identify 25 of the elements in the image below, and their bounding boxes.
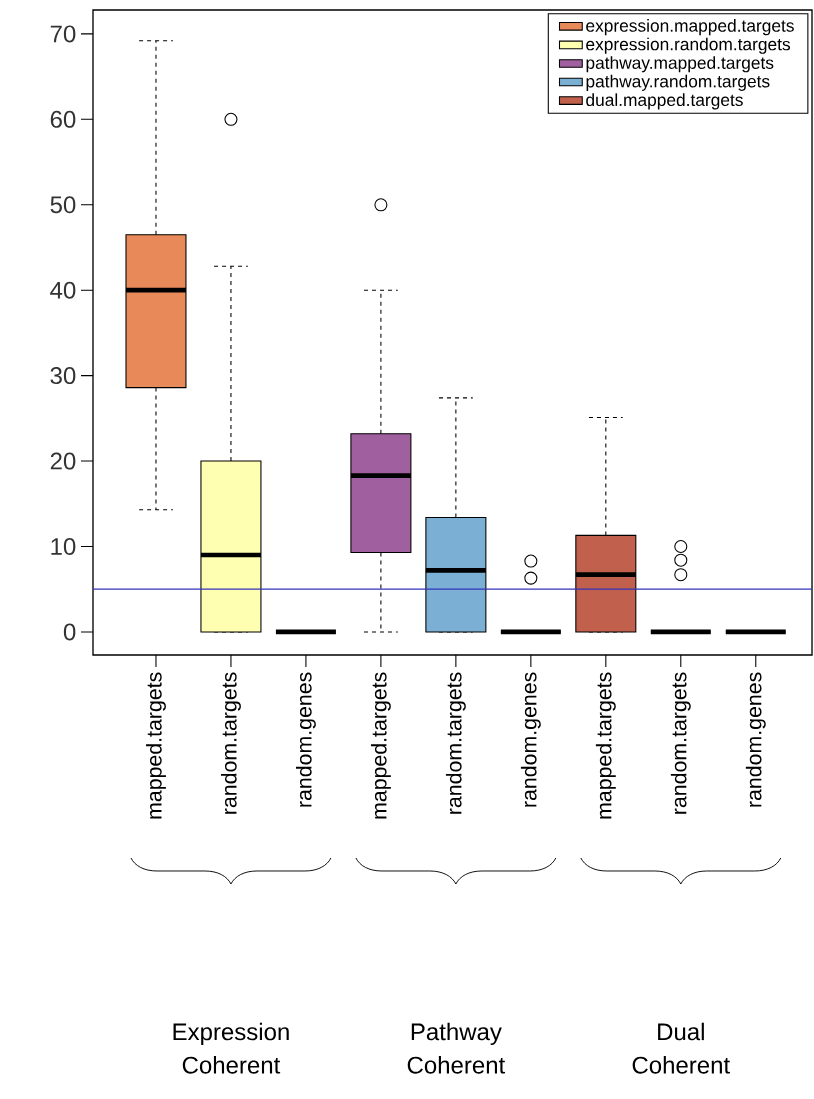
text: Dual Coherent: [632, 1022, 730, 1074]
legend-label: dual.mapped.targets: [586, 93, 743, 110]
x-tick-label: random.genes: [745, 672, 766, 807]
x-tick-label: mapped.targets: [370, 672, 391, 819]
y-tick-label: 50: [50, 196, 76, 214]
x-tick-label: random.targets: [670, 672, 691, 814]
legend-label: expression.random.targets: [586, 37, 791, 54]
legend-label: pathway.random.targets: [586, 74, 770, 91]
y-tick-label: 60: [50, 110, 76, 128]
legend-label: pathway.mapped.targets: [586, 56, 774, 73]
y-tick-label: 20: [50, 452, 76, 470]
x-tick-label: random.genes: [295, 672, 316, 807]
x-tick-label: random.targets: [221, 672, 241, 814]
text: Pathway Coherent: [407, 1022, 506, 1074]
x-tick-label: random.targets: [445, 672, 466, 814]
x-tick-label: mapped.targets: [595, 672, 616, 819]
y-tick-label: 0: [63, 623, 76, 641]
y-tick-label: 40: [50, 281, 76, 299]
y-tick-label: 70: [50, 25, 76, 43]
x-tick-label: random.genes: [520, 672, 541, 807]
legend-label: expression.mapped.targets: [586, 19, 794, 36]
y-tick-label: 30: [50, 367, 76, 385]
text: Expression Coherent: [173, 1022, 289, 1074]
y-tick-label: 10: [51, 537, 76, 555]
x-tick-label: mapped.targets: [146, 672, 166, 819]
